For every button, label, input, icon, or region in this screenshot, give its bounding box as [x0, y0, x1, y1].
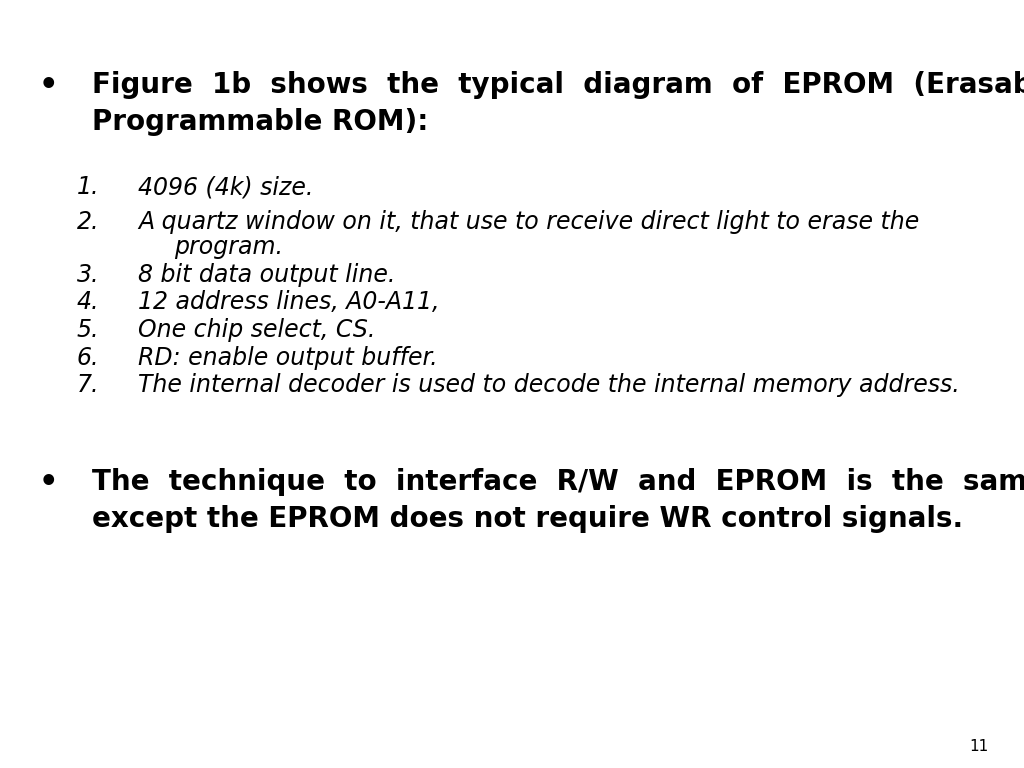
- Text: 7.: 7.: [77, 373, 99, 397]
- Text: 2.: 2.: [77, 210, 99, 234]
- Text: 4.: 4.: [77, 290, 99, 314]
- Text: RD: enable output buffer.: RD: enable output buffer.: [138, 346, 438, 369]
- Text: 11: 11: [969, 739, 988, 754]
- Text: 6.: 6.: [77, 346, 99, 369]
- Text: •: •: [39, 71, 58, 100]
- Text: Figure  1b  shows  the  typical  diagram  of  EPROM  (Erasable: Figure 1b shows the typical diagram of E…: [92, 71, 1024, 98]
- Text: The  technique  to  interface  R/W  and  EPROM  is  the  same: The technique to interface R/W and EPROM…: [92, 468, 1024, 496]
- Text: except the EPROM does not require WR control signals.: except the EPROM does not require WR con…: [92, 505, 964, 533]
- Text: 1.: 1.: [77, 175, 99, 199]
- Text: •: •: [39, 468, 58, 498]
- Text: 3.: 3.: [77, 263, 99, 286]
- Text: 12 address lines, A0-A11,: 12 address lines, A0-A11,: [138, 290, 439, 314]
- Text: A quartz window on it, that use to receive direct light to erase the: A quartz window on it, that use to recei…: [138, 210, 920, 234]
- Text: 4096 (4k) size.: 4096 (4k) size.: [138, 175, 313, 199]
- Text: program.: program.: [174, 235, 283, 259]
- Text: The internal decoder is used to decode the internal memory address.: The internal decoder is used to decode t…: [138, 373, 959, 397]
- Text: One chip select, CS.: One chip select, CS.: [138, 318, 376, 342]
- Text: 5.: 5.: [77, 318, 99, 342]
- Text: Programmable ROM):: Programmable ROM):: [92, 108, 428, 135]
- Text: 8 bit data output line.: 8 bit data output line.: [138, 263, 395, 286]
